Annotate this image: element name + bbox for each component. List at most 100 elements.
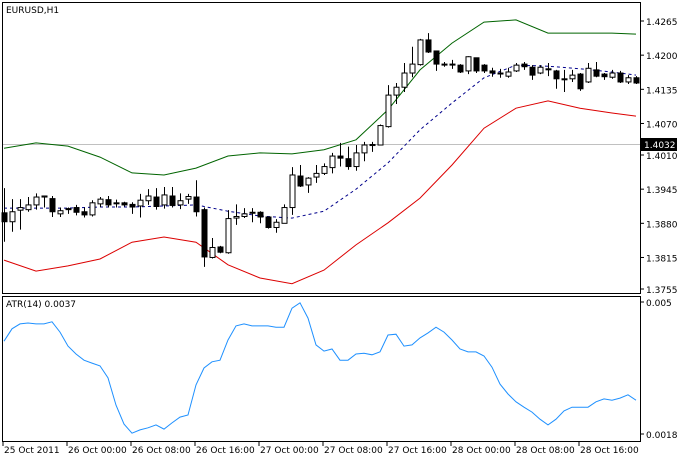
bollinger-lower-band — [3, 100, 637, 285]
candle[interactable] — [473, 57, 480, 74]
candle[interactable] — [57, 207, 64, 218]
candle[interactable] — [49, 195, 56, 218]
candle[interactable] — [441, 61, 448, 67]
candle[interactable] — [593, 61, 600, 78]
candle[interactable] — [177, 193, 184, 210]
candle[interactable] — [17, 199, 24, 230]
candle[interactable] — [353, 145, 360, 171]
candle[interactable] — [457, 64, 464, 74]
current-price-label: 1.4032 — [644, 141, 676, 151]
candle[interactable] — [425, 33, 432, 54]
candle[interactable] — [625, 75, 632, 85]
candle[interactable] — [497, 68, 504, 78]
candle[interactable] — [281, 204, 288, 224]
candle[interactable] — [249, 208, 256, 223]
candle[interactable] — [9, 199, 16, 232]
candle-body-down — [433, 50, 440, 65]
candle-body-up — [369, 143, 376, 147]
candle[interactable] — [521, 61, 528, 70]
candle[interactable] — [201, 207, 208, 267]
candle-body-down — [545, 68, 552, 71]
candle[interactable] — [481, 64, 488, 74]
candle[interactable] — [417, 38, 424, 66]
price-pane[interactable] — [2, 2, 641, 294]
candle[interactable] — [449, 59, 456, 69]
candle[interactable] — [81, 207, 88, 218]
candle-body-down — [601, 73, 608, 78]
candle[interactable] — [321, 163, 328, 175]
atr-pane[interactable] — [2, 296, 641, 442]
candle-body-down — [337, 155, 344, 159]
candle[interactable] — [393, 83, 400, 105]
candle[interactable] — [193, 180, 200, 217]
candle[interactable] — [361, 141, 368, 162]
candle[interactable] — [161, 187, 168, 209]
candle[interactable] — [241, 208, 248, 219]
candle[interactable] — [537, 65, 544, 75]
candle[interactable] — [33, 193, 40, 210]
candle-body-up — [513, 64, 520, 72]
candle[interactable] — [337, 142, 344, 167]
candle[interactable] — [569, 69, 576, 82]
candle-body-up — [417, 39, 424, 66]
candle[interactable] — [297, 164, 304, 188]
candle[interactable] — [369, 141, 376, 152]
candle[interactable] — [41, 195, 48, 208]
candle[interactable] — [305, 177, 312, 193]
candle[interactable] — [577, 73, 584, 91]
candle[interactable] — [121, 201, 128, 207]
candle[interactable] — [137, 193, 144, 218]
candle[interactable] — [617, 70, 624, 84]
candle[interactable] — [313, 164, 320, 183]
candle-body-down — [129, 203, 136, 208]
atr-line — [3, 302, 637, 434]
candle-body-up — [505, 71, 512, 77]
candle[interactable] — [129, 202, 136, 214]
candle[interactable] — [465, 56, 472, 75]
candle[interactable] — [169, 187, 176, 208]
candle[interactable] — [257, 211, 264, 224]
candle[interactable] — [233, 204, 240, 225]
candle[interactable] — [265, 216, 272, 229]
candle[interactable] — [73, 204, 80, 216]
candle[interactable] — [185, 193, 192, 204]
candle-body-up — [145, 195, 152, 202]
candle[interactable] — [1, 188, 8, 242]
candle[interactable] — [145, 189, 152, 205]
candle[interactable] — [585, 63, 592, 84]
candle[interactable] — [25, 197, 32, 212]
candle[interactable] — [289, 167, 296, 215]
candle[interactable] — [209, 238, 216, 259]
candle[interactable] — [273, 219, 280, 233]
candle[interactable] — [345, 146, 352, 170]
candle[interactable] — [401, 63, 408, 92]
candle[interactable] — [409, 46, 416, 78]
candle[interactable] — [329, 152, 336, 174]
candle[interactable] — [225, 210, 232, 254]
candle[interactable] — [377, 124, 384, 146]
candle[interactable] — [433, 50, 440, 71]
candle[interactable] — [505, 67, 512, 78]
candle[interactable] — [529, 65, 536, 80]
candle[interactable] — [633, 76, 640, 85]
candle[interactable] — [113, 199, 120, 208]
candle[interactable] — [601, 73, 608, 80]
candle[interactable] — [153, 188, 160, 210]
candle[interactable] — [89, 200, 96, 217]
candle[interactable] — [97, 197, 104, 208]
candle[interactable] — [385, 85, 392, 128]
candle-body-down — [593, 69, 600, 77]
candle[interactable] — [561, 69, 568, 92]
candle[interactable] — [489, 67, 496, 77]
candle[interactable] — [545, 63, 552, 77]
candle-body-up — [497, 72, 504, 75]
candle[interactable] — [513, 63, 520, 72]
candle[interactable] — [105, 195, 112, 208]
candle[interactable] — [217, 245, 224, 254]
candle[interactable] — [609, 69, 616, 79]
candle[interactable] — [65, 207, 72, 214]
candle[interactable] — [553, 69, 560, 89]
candle-body-up — [233, 215, 240, 219]
